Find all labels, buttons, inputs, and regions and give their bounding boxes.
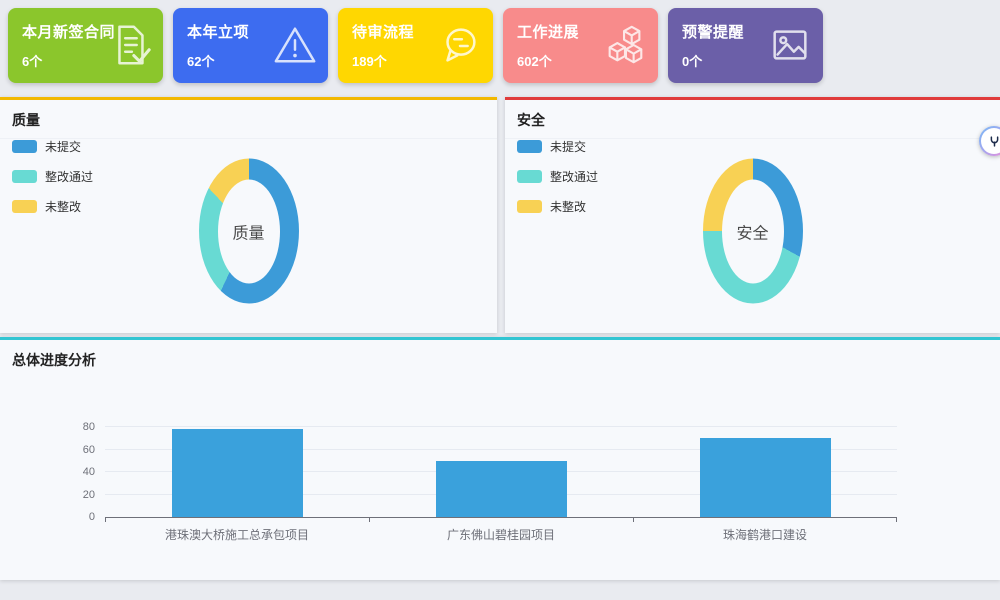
legend-label: 未整改 (550, 200, 587, 214)
picture-icon (767, 22, 813, 68)
gridline (105, 449, 897, 450)
legend-swatch (12, 200, 37, 213)
cubes-icon (602, 22, 648, 68)
y-axis-tick: 60 (82, 444, 95, 456)
progress-bar-chart: 0 20 40 60 80 港珠澳大桥施工总承包项目 广东佛山碧桂园项目 珠海鹤… (83, 421, 897, 542)
bar-group: 港珠澳大桥施工总承包项目 (105, 427, 369, 542)
quality-legend: 未提交 整改通过 未整改 (12, 138, 93, 228)
warning-triangle-icon (272, 22, 318, 68)
legend-item-not-submitted[interactable]: 未提交 (517, 138, 598, 155)
bar (699, 438, 831, 517)
legend-item-not-submitted[interactable]: 未提交 (12, 138, 93, 155)
legend-label: 整改通过 (45, 170, 94, 184)
progress-panel-title: 总体进度分析 (12, 352, 96, 368)
card-pending-approvals[interactable]: 待审流程 189个 (338, 8, 493, 83)
card-count: 62个 (187, 54, 215, 69)
bar-category-label: 珠海鹤港口建设 (722, 528, 807, 542)
safety-donut-chart: 安全 (702, 158, 803, 304)
bar-category-label: 广东佛山碧桂园项目 (446, 528, 555, 542)
quality-panel: 质量 未提交 整改通过 未整改 质量 (0, 97, 497, 333)
bar-groups: 港珠澳大桥施工总承包项目 广东佛山碧桂园项目 珠海鹤港口建设 (105, 427, 897, 542)
legend-label: 未提交 (45, 140, 82, 154)
card-count: 189个 (352, 54, 387, 69)
gridline (105, 426, 897, 427)
bar (171, 429, 303, 517)
card-title: 本年立项 (187, 24, 250, 41)
bar-category-label: 港珠澳大桥施工总承包项目 (164, 528, 309, 542)
card-warning-reminder[interactable]: 预警提醒 0个 (668, 8, 823, 83)
assistant-floating-button[interactable] (979, 126, 1000, 156)
bar-group: 珠海鹤港口建设 (633, 427, 897, 542)
card-title: 工作进展 (517, 24, 580, 41)
legend-item-rectified-passed[interactable]: 整改通过 (12, 168, 93, 185)
y-axis-tick: 80 (82, 421, 95, 433)
safety-panel-title: 安全 (505, 100, 1000, 139)
y-axis-tick: 0 (88, 511, 95, 523)
card-title: 待审流程 (352, 24, 415, 41)
card-title: 预警提醒 (682, 24, 745, 41)
chat-bubble-icon (437, 22, 483, 68)
legend-label: 未提交 (550, 140, 587, 154)
stat-cards-row: 本月新签合同 6个 本年立项 62个 待审流程 189个 (8, 8, 823, 83)
x-axis-tick (105, 517, 106, 522)
y-axis-tick: 20 (82, 489, 95, 501)
legend-item-not-rectified[interactable]: 未整改 (12, 198, 93, 215)
card-new-contracts[interactable]: 本月新签合同 6个 (8, 8, 163, 83)
progress-panel: 总体进度分析 0 20 40 60 80 港珠澳大桥施工总承包项目 广东佛山碧桂… (0, 337, 1000, 580)
legend-swatch (517, 200, 542, 213)
bar (435, 460, 567, 517)
card-projects-this-year[interactable]: 本年立项 62个 (173, 8, 328, 83)
quality-donut-center-label: 质量 (232, 225, 265, 242)
legend-item-not-rectified[interactable]: 未整改 (517, 198, 598, 215)
card-count: 6个 (22, 54, 43, 69)
legend-label: 未整改 (45, 200, 82, 214)
bar-group: 广东佛山碧桂园项目 (369, 427, 633, 542)
safety-donut-hole: 安全 (721, 179, 784, 283)
x-axis-tick (896, 517, 897, 522)
assistant-icon (981, 128, 1000, 154)
legend-item-rectified-passed[interactable]: 整改通过 (517, 168, 598, 185)
card-count: 602个 (517, 54, 552, 69)
card-title: 本月新签合同 (22, 24, 116, 41)
card-work-progress[interactable]: 工作进展 602个 (503, 8, 658, 83)
y-axis-tick: 40 (82, 466, 95, 478)
legend-label: 整改通过 (550, 170, 599, 184)
quality-donut-hole: 质量 (217, 179, 280, 283)
quality-panel-title: 质量 (0, 100, 497, 139)
legend-swatch (12, 140, 37, 153)
safety-legend: 未提交 整改通过 未整改 (517, 138, 598, 228)
x-axis-tick (633, 517, 634, 522)
quality-donut-chart: 质量 (198, 158, 299, 304)
legend-swatch (12, 170, 37, 183)
safety-panel: 安全 未提交 整改通过 未整改 安全 (505, 97, 1000, 333)
safety-donut-center-label: 安全 (736, 225, 769, 242)
document-check-icon (107, 22, 153, 68)
legend-swatch (517, 140, 542, 153)
x-axis-tick (369, 517, 370, 522)
legend-swatch (517, 170, 542, 183)
card-count: 0个 (682, 54, 703, 69)
